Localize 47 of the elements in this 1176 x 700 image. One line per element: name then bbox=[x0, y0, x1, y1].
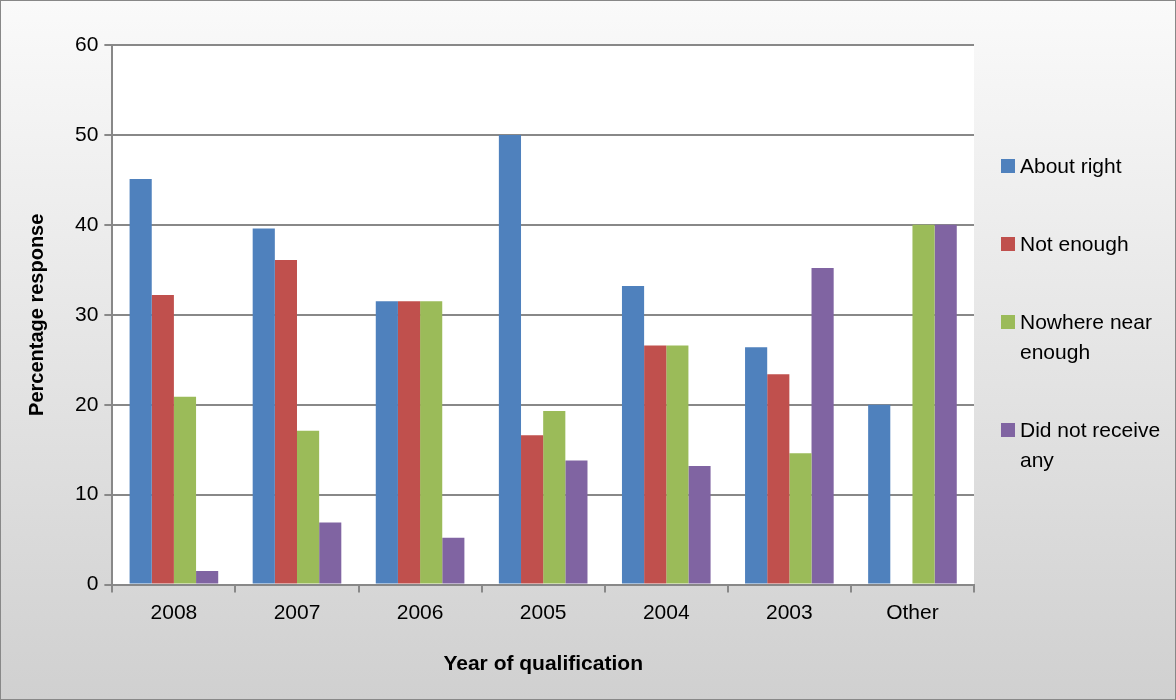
y-tick-label: 50 bbox=[75, 121, 99, 145]
x-tick-label: 2004 bbox=[642, 600, 690, 623]
bar bbox=[319, 522, 342, 584]
bar bbox=[789, 453, 812, 584]
bar bbox=[442, 537, 465, 584]
bar bbox=[498, 134, 522, 584]
x-tick-label: 2008 bbox=[150, 600, 198, 623]
legend-label: About right bbox=[1020, 153, 1122, 179]
legend-label: Nowhere near enough bbox=[1020, 309, 1153, 365]
bar bbox=[666, 345, 689, 584]
bar bbox=[811, 268, 834, 584]
y-tick-label: 40 bbox=[75, 211, 99, 235]
y-axis-title: Percentage response bbox=[24, 213, 47, 416]
y-tick-label: 20 bbox=[75, 391, 99, 415]
bar bbox=[767, 374, 790, 584]
bar bbox=[745, 347, 768, 584]
bar bbox=[129, 179, 152, 584]
bar bbox=[688, 465, 711, 584]
bar bbox=[274, 259, 297, 584]
x-tick-label: 2003 bbox=[766, 600, 813, 623]
bar bbox=[565, 460, 588, 584]
bar bbox=[375, 301, 398, 584]
bar bbox=[173, 396, 197, 584]
bar bbox=[644, 345, 667, 584]
y-tick-label: 0 bbox=[86, 571, 99, 595]
legend-label: Not enough bbox=[1020, 231, 1129, 257]
bar bbox=[151, 295, 174, 584]
bar bbox=[196, 571, 219, 584]
bar bbox=[420, 301, 443, 584]
bar bbox=[934, 224, 957, 584]
bar bbox=[868, 404, 891, 584]
bar bbox=[543, 411, 566, 584]
x-tick-label: Other bbox=[886, 600, 939, 623]
bar bbox=[521, 435, 544, 584]
bar bbox=[621, 286, 645, 584]
legend-label: Did not receive any bbox=[1020, 417, 1162, 473]
bar bbox=[297, 430, 320, 584]
y-tick-label: 30 bbox=[75, 301, 99, 325]
x-axis-title: Year of qualification bbox=[443, 651, 643, 675]
y-tick-label: 60 bbox=[75, 31, 99, 55]
bar bbox=[252, 228, 275, 584]
y-tick-label: 10 bbox=[75, 481, 99, 505]
bar bbox=[397, 301, 421, 584]
x-tick-label: 2007 bbox=[273, 600, 321, 623]
x-tick-label: 2005 bbox=[519, 600, 567, 623]
bar bbox=[912, 224, 935, 584]
x-tick-label: 2006 bbox=[396, 600, 444, 623]
